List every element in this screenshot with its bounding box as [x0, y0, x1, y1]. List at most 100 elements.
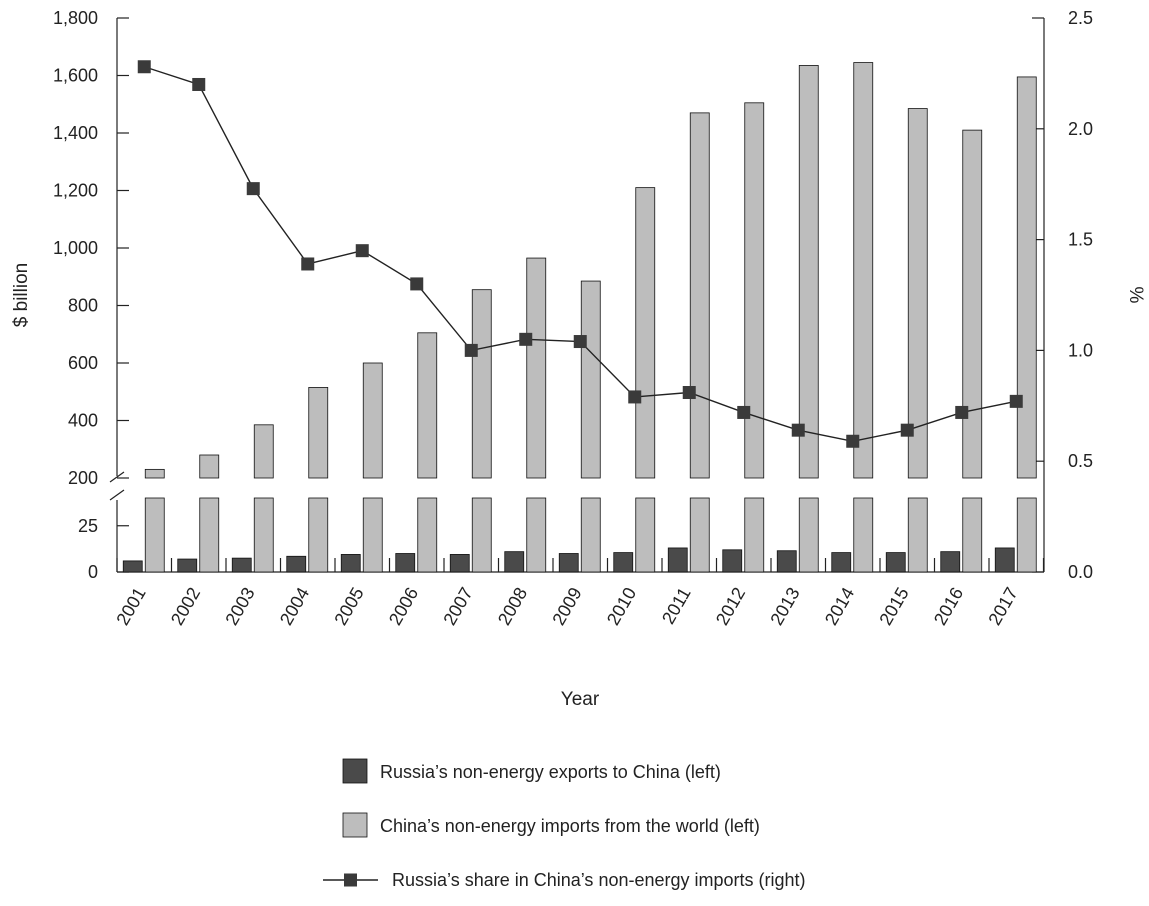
left-axis-tick-label: 1,400	[53, 123, 98, 143]
x-axis-tick-label: 2006	[385, 584, 422, 629]
line-point-russia-share	[737, 405, 751, 419]
line-point-russia-share	[900, 423, 914, 437]
line-point-russia-share	[791, 423, 805, 437]
axes-group	[109, 17, 1045, 573]
x-axis-tick-label: 2010	[603, 584, 640, 629]
bar-china-imports-upper	[526, 257, 547, 479]
left-axis-tick-label: 1,200	[53, 181, 98, 201]
axis-break-mark-top	[109, 471, 125, 483]
bar-china-imports-lower	[417, 497, 438, 573]
line-point-russia-share	[192, 77, 206, 91]
right-axis-tick-label: 0.5	[1068, 451, 1093, 471]
line-point-russia-share	[519, 332, 533, 346]
right-axis-tick-label: 0.0	[1068, 562, 1093, 582]
bars-group	[122, 62, 1037, 573]
right-axis-tick-label: 1.5	[1068, 230, 1093, 250]
bar-china-imports-lower	[744, 497, 765, 573]
y-axis-left-title: $ billion	[11, 263, 32, 327]
legend-label-china-imports: China’s non-energy imports from the worl…	[380, 816, 760, 836]
bar-russia-exports	[558, 553, 579, 573]
bar-china-imports-lower	[199, 497, 220, 573]
left-axis-tick-label: 1,600	[53, 66, 98, 86]
bar-china-imports-upper	[635, 187, 656, 479]
bar-china-imports-lower	[253, 497, 274, 573]
line-point-russia-share	[410, 277, 424, 291]
x-axis-tick-label: 2005	[330, 584, 367, 629]
x-axis-tick-label: 2017	[984, 584, 1021, 629]
right-axis-tick-label: 2.0	[1068, 119, 1093, 139]
line-russia-share	[144, 66, 1017, 442]
x-axis-tick-label: 2001	[112, 584, 149, 629]
bar-russia-exports	[885, 552, 906, 573]
bar-russia-exports	[286, 555, 307, 573]
legend-label-russia-exports: Russia’s non-energy exports to China (le…	[380, 762, 721, 782]
bar-china-imports-upper	[417, 332, 438, 479]
bar-russia-exports	[395, 553, 416, 573]
bar-china-imports-lower	[1016, 497, 1037, 573]
legend-swatch-russia-exports	[342, 758, 368, 784]
bar-china-imports-lower	[853, 497, 874, 573]
bar-russia-exports	[776, 550, 797, 573]
x-axis-tick-label: 2011	[658, 584, 695, 628]
bar-russia-exports	[122, 560, 143, 573]
bar-china-imports-upper	[253, 424, 274, 479]
bar-russia-exports	[667, 547, 688, 573]
x-axis-tick-label: 2002	[167, 584, 204, 629]
y-axis-right-title: %	[1125, 287, 1146, 304]
bar-china-imports-upper	[362, 362, 383, 479]
x-axis-tick-label: 2015	[875, 584, 912, 629]
bar-china-imports-lower	[526, 497, 547, 573]
bar-china-imports-upper	[689, 112, 710, 479]
bar-china-imports-upper	[471, 289, 492, 479]
bar-russia-exports	[994, 547, 1015, 573]
line-point-russia-share	[846, 434, 860, 448]
bar-russia-exports	[940, 551, 961, 573]
bar-china-imports-lower	[689, 497, 710, 573]
bar-russia-exports	[831, 552, 852, 573]
x-axis-tick-label: 2012	[712, 584, 749, 629]
line-point-russia-share	[246, 182, 260, 196]
left-axis-tick-label: 1,000	[53, 238, 98, 258]
bar-china-imports-lower	[471, 497, 492, 573]
bar-china-imports-upper	[580, 280, 601, 479]
bar-russia-exports	[722, 549, 743, 573]
axis-break-mark-bottom	[109, 489, 125, 501]
bar-china-imports-upper	[907, 108, 928, 479]
x-axis-tick-label: 2009	[548, 584, 585, 629]
bar-china-imports-upper	[962, 129, 983, 479]
left-axis-tick-label: 200	[68, 468, 98, 488]
left-axis-tick-label: 600	[68, 353, 98, 373]
legend-group: Russia’s non-energy exports to China (le…	[323, 758, 806, 890]
legend-swatch-china-imports	[342, 812, 368, 838]
x-axis-tick-label: 2013	[766, 584, 803, 629]
line-point-russia-share	[955, 405, 969, 419]
x-axis-tick-label: 2004	[276, 584, 313, 629]
line-point-russia-share	[1009, 394, 1023, 408]
line-point-russia-share	[301, 257, 315, 271]
bar-russia-exports	[177, 558, 198, 573]
bar-russia-exports	[231, 557, 252, 573]
right-axis-tick-label: 1.0	[1068, 340, 1093, 360]
bar-china-imports-upper	[744, 102, 765, 479]
left-axis-tick-label: 1,800	[53, 8, 98, 28]
legend-swatch-russia-share-marker	[344, 873, 357, 887]
bar-china-imports-lower	[798, 497, 819, 573]
line-point-russia-share	[137, 60, 151, 74]
bar-russia-exports	[340, 554, 361, 573]
left-axis-tick-label: 25	[78, 516, 98, 536]
bar-china-imports-upper	[853, 62, 874, 479]
left-axis-tick-label: 400	[68, 411, 98, 431]
left-axis-tick-label: 800	[68, 296, 98, 316]
bar-china-imports-upper	[798, 65, 819, 479]
x-axis-title: Year	[561, 689, 600, 710]
bar-russia-exports	[504, 551, 525, 573]
bar-china-imports-lower	[144, 497, 165, 573]
x-axis-tick-label: 2016	[930, 584, 967, 629]
bar-china-imports-upper	[144, 468, 165, 479]
x-axis-tick-label: 2008	[494, 584, 531, 629]
bar-russia-exports	[449, 554, 470, 573]
bar-china-imports-lower	[580, 497, 601, 573]
line-point-russia-share	[682, 386, 696, 400]
